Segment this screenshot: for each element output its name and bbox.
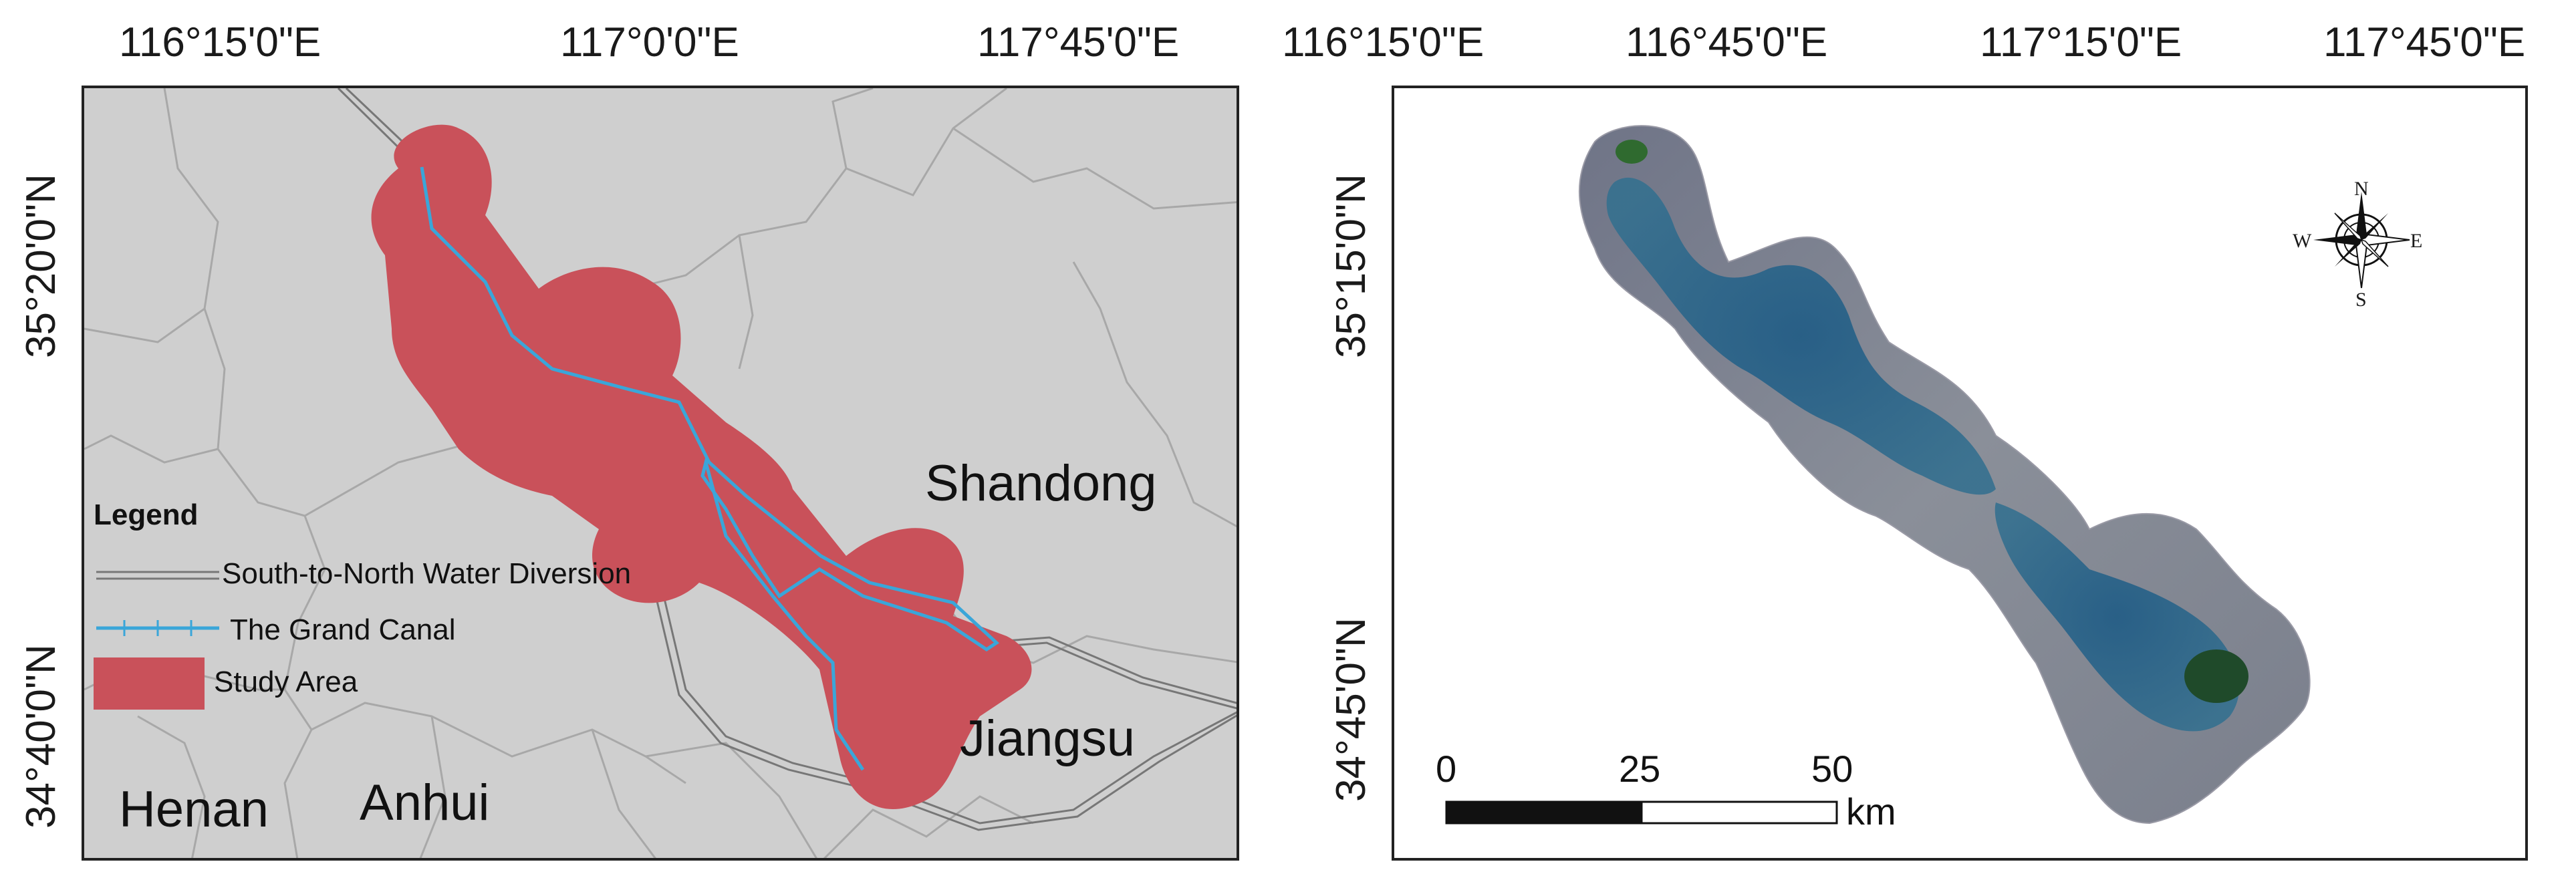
right-x-tick-1: 116°15'0"E: [1282, 19, 1485, 65]
scale-bar: [1445, 800, 1838, 825]
region-label-anhui: Anhui: [360, 774, 490, 831]
legend-label-grand-canal: The Grand Canal: [230, 613, 456, 646]
right-x-tick-4: 117°45'0"E: [2323, 19, 2526, 65]
compass-label-n: N: [2354, 178, 2369, 200]
left-x-tick-1: 116°15'0"E: [119, 19, 321, 65]
compass-label-w: W: [2293, 230, 2312, 252]
right-y-tick-2: 34°45'0"N: [1328, 617, 1374, 802]
scale-label-0: 0: [1436, 748, 1457, 790]
legend-title: Legend: [94, 498, 199, 531]
satellite-vegetation-patch-south: [2184, 649, 2248, 703]
scale-label-25: 25: [1619, 748, 1661, 790]
canal-line-icon: [96, 620, 219, 636]
scale-label-50: 50: [1811, 748, 1853, 790]
grand-canal-route: [420, 166, 1000, 771]
left-x-tick-2: 117°0'0"E: [560, 19, 739, 65]
legend-symbols: [94, 571, 219, 710]
satellite-lake-north: [1606, 177, 1996, 495]
compass-label-e: E: [2410, 230, 2423, 252]
right-y-tick-1: 35°15'0"N: [1328, 174, 1374, 358]
left-x-tick-3: 117°45'0"E: [977, 19, 1180, 65]
location-map-panel: Shandong Jiangsu Henan Anhui Legend Sout…: [82, 86, 1239, 861]
region-label-jiangsu: Jiangsu: [960, 710, 1135, 767]
right-x-tick-2: 116°45'0"E: [1626, 19, 1828, 65]
study-area-swatch: [94, 657, 205, 710]
region-label-shandong: Shandong: [925, 455, 1157, 512]
satellite-vegetation-patch-north: [1616, 140, 1648, 164]
satellite-lake-south: [1994, 502, 2240, 732]
region-label-henan: Henan: [119, 781, 269, 838]
double-line-icon: [96, 571, 219, 580]
left-y-tick-2: 34°40'0"N: [18, 644, 64, 829]
satellite-image-panel: N S W E 0 25 50 km: [1392, 86, 2528, 861]
compass-rose-icon: [2313, 192, 2410, 289]
legend-label-study-area: Study Area: [214, 666, 358, 698]
left-y-tick-1: 35°20'0"N: [18, 174, 64, 358]
satellite-image-svg: [1445, 125, 2410, 825]
legend-label-diversion: South-to-North Water Diversion: [222, 557, 632, 590]
right-x-tick-3: 117°15'0"E: [1980, 19, 2182, 65]
study-area-region: [371, 124, 1032, 810]
compass-label-s: S: [2355, 289, 2367, 311]
location-map-svg: [84, 88, 1237, 858]
scale-unit: km: [1846, 790, 1896, 833]
